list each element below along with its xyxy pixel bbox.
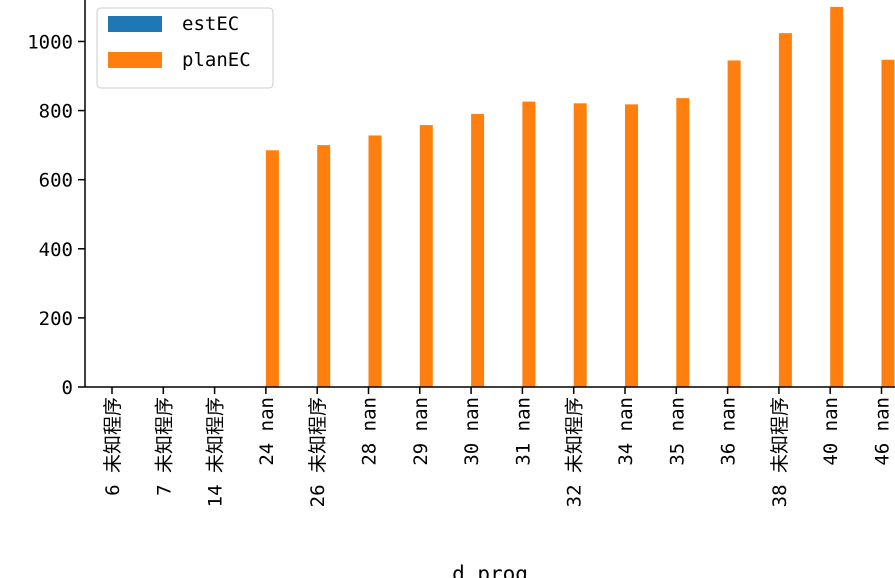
x-tick-label: 30 nan bbox=[461, 397, 483, 466]
x-tick-label: 28 nan bbox=[359, 397, 381, 466]
bar-planEC-7 bbox=[471, 114, 485, 387]
x-ticks-group: 6 未知程序 7 未知程序 14 未知程序 24 nan 26 未知程序 28 nan 29… bbox=[102, 387, 894, 507]
bar-planEC-15 bbox=[881, 59, 895, 387]
y-tick-label: 200 bbox=[39, 308, 73, 330]
legend-swatch-planEC bbox=[108, 52, 162, 68]
y-tick-label: 800 bbox=[39, 101, 73, 123]
x-tick-label: 6 未知程序 bbox=[102, 397, 124, 496]
x-tick-label: 34 nan bbox=[615, 397, 637, 466]
x-tick-label: 35 nan bbox=[666, 397, 688, 466]
x-tick-label: 32 未知程序 bbox=[564, 397, 586, 507]
bar-planEC-13 bbox=[778, 33, 792, 388]
x-axis-label: d_prog bbox=[452, 562, 528, 578]
legend-label-planEC: planEC bbox=[182, 49, 251, 71]
y-tick-label: 1000 bbox=[27, 31, 73, 53]
y-tick-label: 400 bbox=[39, 239, 73, 261]
bar-planEC-9 bbox=[573, 103, 587, 387]
bars-group bbox=[265, 6, 895, 388]
y-tick-label: 600 bbox=[39, 170, 73, 192]
y-tick-label: 0 bbox=[62, 377, 73, 399]
bar-planEC-8 bbox=[522, 101, 536, 388]
bar-planEC-6 bbox=[419, 125, 433, 388]
x-tick-label: 14 未知程序 bbox=[205, 397, 227, 507]
x-tick-label: 31 nan bbox=[512, 397, 534, 466]
x-tick-label: 46 nan bbox=[872, 397, 894, 466]
bar-planEC-4 bbox=[317, 145, 331, 387]
bar-planEC-3 bbox=[265, 150, 279, 387]
x-tick-label: 36 nan bbox=[718, 397, 740, 466]
legend-swatch-estEC bbox=[108, 16, 162, 32]
y-ticks-group: 0 200 400 600 800 1000 bbox=[27, 31, 85, 399]
bar-planEC-14 bbox=[830, 6, 844, 388]
legend-label-estEC: estEC bbox=[182, 13, 239, 35]
bar-planEC-12 bbox=[727, 60, 741, 387]
x-tick-label: 7 未知程序 bbox=[153, 397, 175, 496]
x-tick-label: 38 未知程序 bbox=[769, 397, 791, 507]
axes-group bbox=[84, 0, 895, 388]
x-tick-label: 24 nan bbox=[256, 397, 278, 466]
legend: estEC planEC bbox=[96, 7, 274, 89]
x-tick-label: 29 nan bbox=[410, 397, 432, 466]
x-tick-label: 26 未知程序 bbox=[307, 397, 329, 507]
bar-planEC-5 bbox=[368, 135, 382, 387]
x-tick-label: 40 nan bbox=[820, 397, 842, 466]
bar-planEC-11 bbox=[676, 98, 690, 387]
bar-planEC-10 bbox=[625, 104, 638, 388]
